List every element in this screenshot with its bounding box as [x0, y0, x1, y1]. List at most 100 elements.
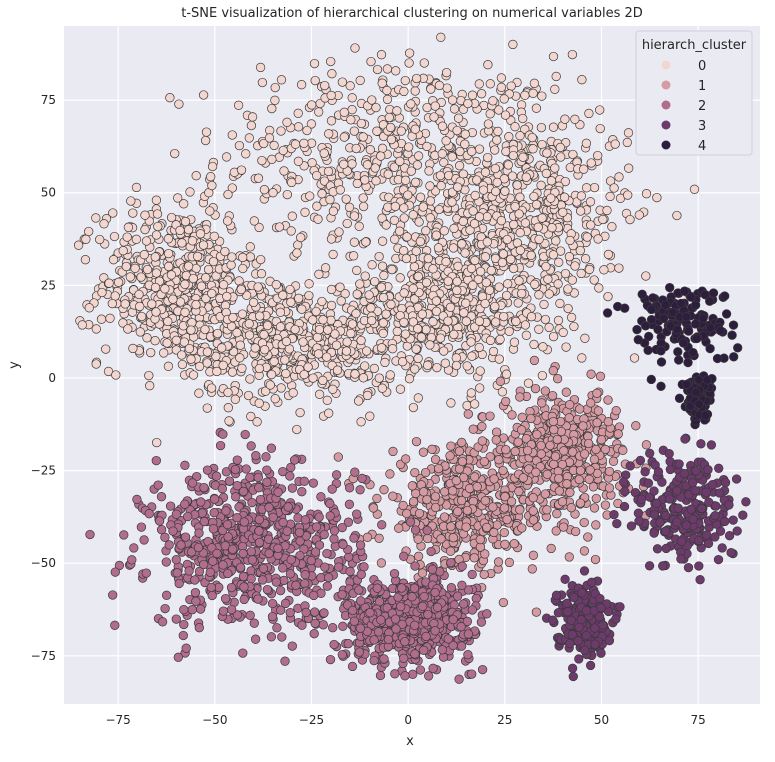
- scatter-point: [165, 93, 175, 103]
- scatter-point: [600, 500, 611, 510]
- scatter-point: [372, 493, 382, 504]
- scatter-point: [448, 614, 458, 625]
- scatter-point: [408, 669, 418, 679]
- scatter-point: [452, 276, 462, 287]
- scatter-point: [477, 664, 488, 675]
- scatter-point: [91, 213, 101, 223]
- scatter-point: [468, 280, 478, 290]
- scatter-point: [400, 329, 411, 339]
- scatter-point: [447, 152, 457, 162]
- scatter-point: [282, 117, 292, 127]
- scatter-point: [96, 314, 107, 324]
- scatter-point: [401, 454, 411, 464]
- scatter-point: [175, 225, 185, 236]
- scatter-point: [410, 364, 420, 374]
- scatter-point: [280, 355, 290, 365]
- scatter-point: [408, 283, 418, 294]
- scatter-point: [631, 421, 641, 431]
- scatter-point: [110, 620, 120, 630]
- scatter-point: [338, 539, 348, 550]
- scatter-point: [376, 282, 387, 292]
- scatter-point: [607, 222, 617, 232]
- scatter-point: [483, 60, 493, 70]
- scatter-point: [623, 128, 634, 138]
- scatter-point: [413, 151, 424, 161]
- scatter-point: [548, 250, 559, 260]
- scatter-point: [238, 648, 248, 658]
- scatter-point: [470, 190, 480, 201]
- scatter-point: [425, 340, 435, 350]
- scatter-point: [202, 465, 213, 475]
- scatter-point: [439, 346, 449, 356]
- scatter-point: [477, 421, 487, 432]
- scatter-point: [584, 474, 594, 484]
- scatter-point: [255, 311, 265, 321]
- scatter-point: [264, 502, 274, 513]
- scatter-point: [177, 350, 187, 360]
- scatter-point: [566, 312, 577, 323]
- scatter-point: [488, 346, 499, 357]
- scatter-point: [529, 191, 539, 202]
- scatter-point: [282, 189, 292, 200]
- scatter-point: [392, 326, 402, 337]
- scatter-point: [159, 348, 169, 358]
- scatter-point: [460, 139, 470, 149]
- scatter-point: [546, 176, 557, 186]
- scatter-point: [233, 100, 244, 110]
- scatter-point: [418, 202, 428, 212]
- scatter-point: [652, 192, 662, 203]
- scatter-point: [476, 617, 487, 627]
- scatter-point: [480, 298, 490, 309]
- scatter-point: [544, 289, 554, 299]
- scatter-point: [329, 639, 339, 650]
- scatter-point: [445, 302, 456, 312]
- scatter-point: [153, 480, 163, 490]
- scatter-point: [352, 509, 362, 519]
- scatter-point: [467, 605, 477, 615]
- scatter-point: [640, 467, 650, 477]
- scatter-point: [287, 211, 297, 221]
- scatter-point: [539, 299, 549, 310]
- scatter-point: [131, 234, 142, 244]
- scatter-point: [217, 343, 227, 353]
- scatter-point: [356, 417, 366, 427]
- scatter-point: [513, 298, 523, 308]
- scatter-point: [517, 523, 527, 533]
- scatter-point: [194, 388, 204, 398]
- scatter-point: [580, 333, 590, 343]
- scatter-point: [435, 333, 446, 343]
- scatter-point: [131, 182, 142, 193]
- scatter-point: [358, 373, 369, 383]
- scatter-point: [599, 265, 609, 275]
- scatter-point: [150, 252, 160, 262]
- scatter-point: [504, 132, 514, 142]
- scatter-point: [405, 517, 416, 527]
- scatter-point: [570, 526, 581, 537]
- scatter-point: [518, 113, 528, 124]
- scatter-point: [140, 210, 150, 220]
- scatter-point: [534, 290, 544, 300]
- scatter-point: [300, 515, 310, 525]
- scatter-point: [672, 210, 682, 221]
- scatter-point: [180, 279, 190, 289]
- scatter-point: [171, 614, 181, 624]
- scatter-point: [235, 562, 246, 573]
- scatter-point: [431, 230, 442, 240]
- scatter-point: [318, 375, 328, 386]
- scatter-point: [417, 568, 428, 578]
- scatter-point: [421, 277, 432, 288]
- scatter-point: [209, 231, 219, 241]
- scatter-point: [247, 497, 257, 508]
- scatter-point: [465, 483, 475, 494]
- scatter-point: [338, 621, 348, 631]
- scatter-point: [388, 446, 398, 457]
- scatter-point: [317, 189, 327, 199]
- scatter-point: [413, 324, 423, 334]
- scatter-point: [262, 477, 272, 487]
- scatter-point: [136, 522, 147, 532]
- scatter-point: [618, 445, 628, 455]
- scatter-point: [276, 75, 287, 85]
- scatter-point: [202, 347, 213, 357]
- scatter-point: [294, 527, 305, 538]
- scatter-point: [236, 284, 246, 295]
